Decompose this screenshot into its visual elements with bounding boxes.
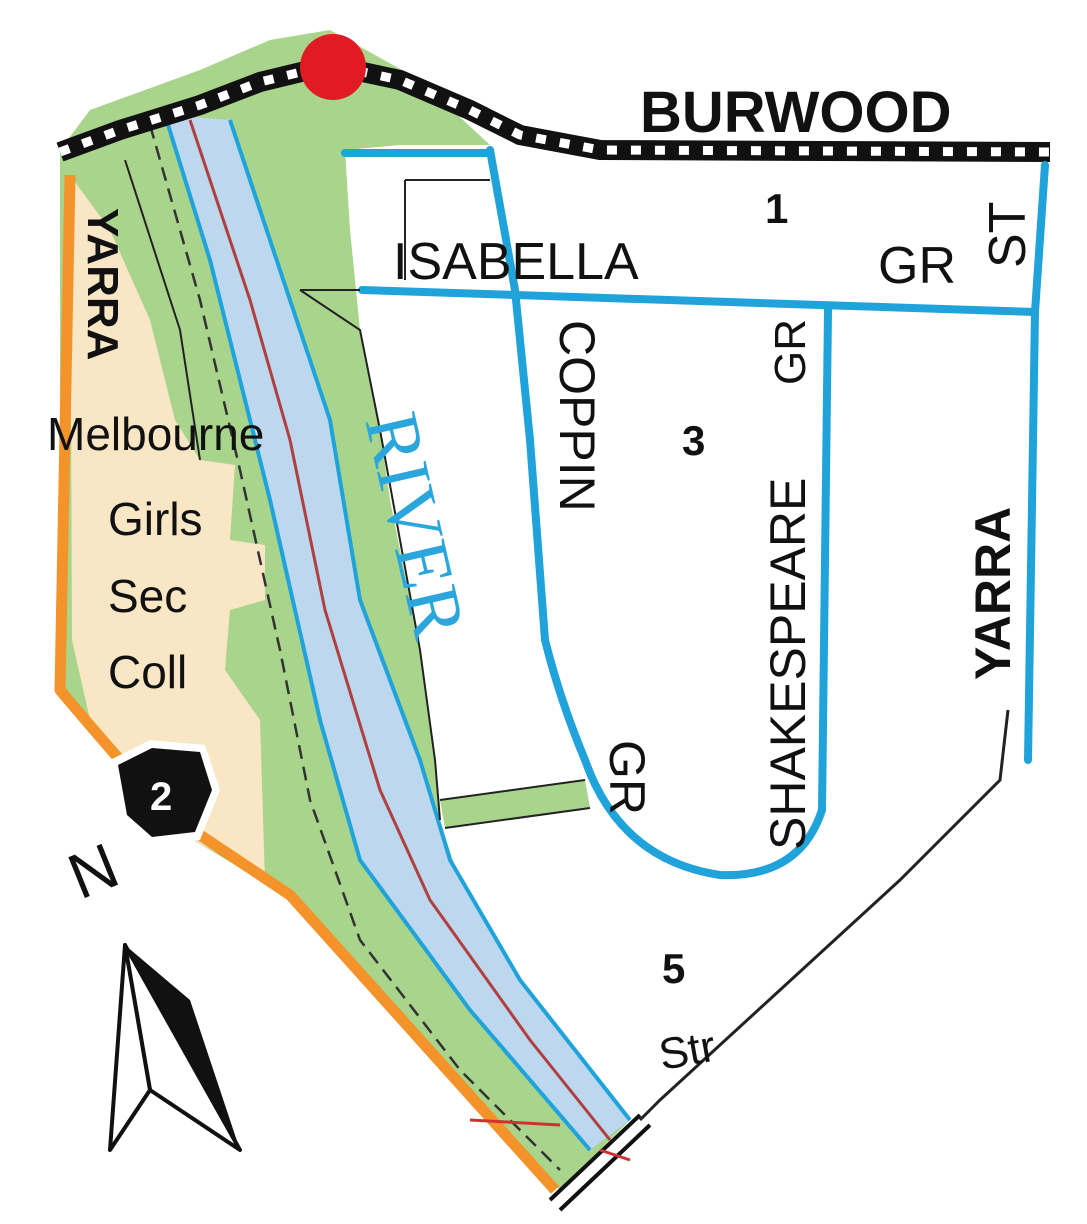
shakespeare-label: SHAKESPEARE [760, 478, 816, 850]
north-label: N [58, 829, 128, 913]
school-grounds [70, 175, 265, 880]
coppin-label: COPPIN [549, 320, 605, 512]
property-boundary [299, 179, 490, 821]
north-arrow-icon: N [58, 829, 242, 1152]
station-marker-icon [300, 34, 366, 100]
street-yarra-st [1024, 161, 1049, 764]
river-bank-west [163, 114, 592, 1152]
burwood-label: BURWOOD [640, 80, 951, 145]
park-boundary-line [124, 159, 201, 461]
route-number: 2 [150, 775, 172, 819]
street-partial-label: Str [655, 1022, 719, 1080]
river-bank-east [228, 119, 632, 1122]
boundary-se [638, 709, 1010, 1122]
bridge-red [469, 1118, 631, 1162]
block-number-5: 5 [662, 945, 685, 992]
walking-trail [188, 119, 612, 1141]
yarra-river-channel [165, 115, 630, 1150]
school-label-line2: Girls [108, 493, 203, 545]
bridge [548, 1113, 652, 1212]
block-number-3: 3 [682, 417, 705, 464]
gr-label-shakespeare-top: GR [766, 319, 815, 385]
street-coppin-gr [486, 146, 832, 880]
yarra-right-label: YARRA [965, 507, 1021, 680]
gr-label-top: GR [878, 237, 956, 295]
street-isabella-gr [358, 286, 1039, 316]
park-connector [440, 780, 590, 828]
st-label-top: ST [979, 202, 1037, 268]
dashed-path [148, 124, 561, 1171]
block-number-1: 1 [765, 185, 788, 232]
school-label-line4: Coll [108, 646, 187, 698]
route-shield-icon: 2 [110, 740, 220, 845]
gr-label-coppin-bottom: GR [599, 740, 655, 815]
yarra-left-label: YARRA [78, 208, 127, 360]
isabella-label: ISABELLA [393, 233, 639, 291]
school-label-line1: Melbourne [47, 408, 264, 460]
school-label-line3: Sec [108, 570, 187, 622]
park-connector-outline [439, 779, 591, 829]
